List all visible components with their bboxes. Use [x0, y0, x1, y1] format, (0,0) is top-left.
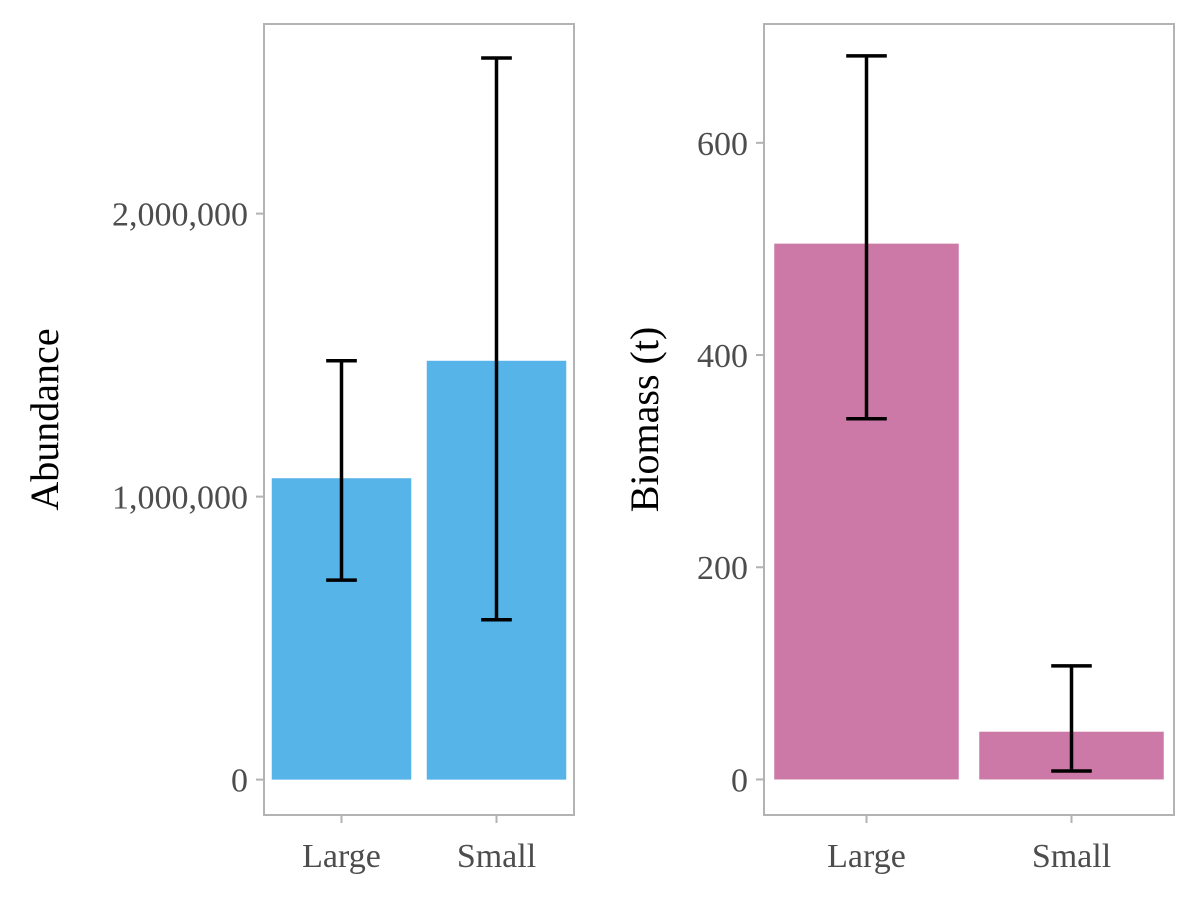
biomass-ylabel: Biomass (t) — [622, 327, 667, 513]
abundance-ytick-label: 1,000,000 — [112, 480, 248, 517]
biomass-ytick-label: 600 — [697, 126, 748, 163]
biomass-xtick-label: Small — [1032, 838, 1111, 875]
biomass-xtick-label: Large — [827, 838, 906, 875]
abundance-panel-border — [263, 23, 575, 816]
abundance-ytick-label: 2,000,000 — [112, 197, 248, 234]
biomass-errorbar-small — [1051, 664, 1092, 773]
abundance-ytick-label: 0 — [231, 763, 248, 800]
biomass-panel-border — [763, 23, 1175, 816]
biomass-ytick-label: 200 — [697, 550, 748, 587]
abundance-errorbar-small — [481, 56, 512, 622]
abundance-xtick-label: Large — [302, 838, 381, 875]
biomass-panel: 0 200 400 600 Large Small Biomass (t) — [622, 23, 1175, 875]
biomass-errorbar-large — [846, 54, 887, 421]
abundance-ylabel: Abundance — [22, 328, 67, 510]
abundance-xtick-label: Small — [457, 838, 536, 875]
abundance-errorbar-large — [326, 359, 357, 582]
biomass-ytick-label: 0 — [731, 762, 748, 799]
biomass-ytick-label: 400 — [697, 338, 748, 375]
abundance-panel: 0 1,000,000 2,000,000 Large Small Abundance — [22, 23, 575, 875]
